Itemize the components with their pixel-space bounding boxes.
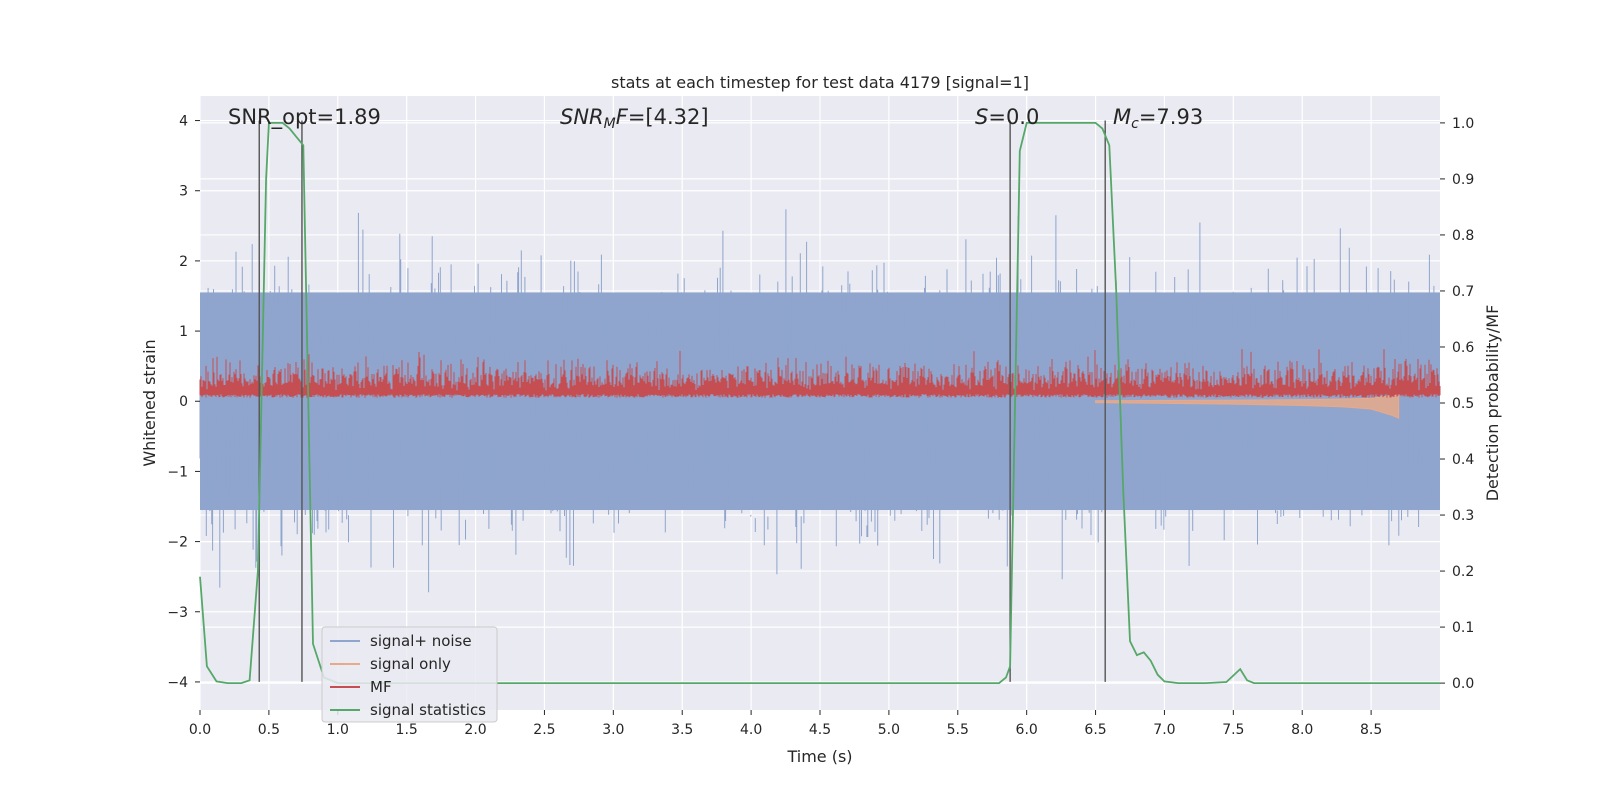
x-tick-label-12: 6.0	[1016, 722, 1038, 738]
y2-tick-label-8: 0.8	[1452, 228, 1474, 244]
y-tick-label-4: 0	[179, 394, 188, 410]
y-tick-label-6: 2	[179, 254, 188, 270]
legend-label-signal-statistics: signal statistics	[370, 701, 486, 719]
y-tick-label-7: 3	[179, 184, 188, 200]
x-axis-label: Time (s)	[786, 747, 852, 766]
vertical-markers	[258, 120, 1106, 682]
x-tick-label-2: 1.0	[327, 722, 349, 738]
signal-statistics-line	[199, 122, 1440, 684]
y-tick-label-5: 1	[179, 324, 188, 340]
y2-axis-label: Detection probability/MF	[1483, 305, 1502, 502]
x-tick-label-1: 0.5	[258, 722, 280, 738]
mf-series	[199, 349, 1441, 398]
y-axis-label: Whitened strain	[140, 339, 159, 466]
y-tick-label-1: −3	[167, 605, 188, 621]
y2-tick-label-2: 0.2	[1452, 564, 1474, 580]
x-tick-label-10: 5.0	[878, 722, 900, 738]
legend-label-signal-only: signal only	[370, 655, 451, 673]
x-tick-label-3: 1.5	[396, 722, 418, 738]
signal-statistics-series	[199, 122, 1440, 684]
y2-axis-ticks: 0.0 0.1 0.2 0.3 0.4 0.5 0.6 0.7 0.8 0.9 1.0	[1440, 116, 1474, 692]
y2-tick-label-10: 1.0	[1452, 116, 1474, 132]
x-axis-ticks: 0.0 0.5 1.0 1.5 2.0 2.5 3.0 3.5 4.0 4.5 5.0 5.5 6.0 6…	[189, 710, 1382, 738]
x-tick-label-7: 3.5	[671, 722, 693, 738]
x-tick-label-16: 8.0	[1291, 722, 1313, 738]
y2-tick-label-0: 0.0	[1452, 676, 1474, 692]
y2-tick-label-1: 0.1	[1452, 620, 1474, 636]
annotations: SNR_opt=1.89 SNRMF=[4.32] S=0.0 Mc=7.93	[228, 105, 1203, 132]
x-tick-label-5: 2.5	[533, 722, 555, 738]
x-tick-label-9: 4.5	[809, 722, 831, 738]
x-tick-label-13: 6.5	[1084, 722, 1106, 738]
y2-tick-label-5: 0.5	[1452, 396, 1474, 412]
annotation-mc: Mc=7.93	[1113, 105, 1203, 132]
legend: signal+ noise signal only MF signal stat…	[321, 626, 498, 723]
chart-title: stats at each timestep for test data 417…	[611, 73, 1029, 92]
y-tick-label-2: −2	[167, 535, 188, 551]
y-tick-label-3: −1	[167, 464, 188, 480]
x-tick-label-6: 3.0	[602, 722, 624, 738]
y-tick-label-8: 4	[179, 114, 188, 130]
y-tick-label-0: −4	[167, 675, 188, 691]
x-tick-label-4: 2.0	[464, 722, 486, 738]
annotation-snr-opt: SNR_opt=1.89	[228, 105, 381, 130]
legend-box	[321, 626, 498, 723]
x-tick-label-8: 4.0	[740, 722, 762, 738]
y2-tick-label-9: 0.9	[1452, 172, 1474, 188]
x-tick-label-11: 5.5	[947, 722, 969, 738]
legend-label-mf: MF	[370, 678, 392, 696]
x-tick-label-14: 7.0	[1153, 722, 1175, 738]
mf-line	[199, 349, 1441, 398]
y2-tick-label-4: 0.4	[1452, 452, 1474, 468]
y2-tick-label-7: 0.7	[1452, 284, 1474, 300]
annotation-snr-mf: SNRMF=[4.32]	[560, 105, 709, 132]
x-tick-label-0: 0.0	[189, 722, 211, 738]
x-tick-label-15: 7.5	[1222, 722, 1244, 738]
x-tick-label-17: 8.5	[1360, 722, 1382, 738]
y2-tick-label-3: 0.3	[1452, 508, 1474, 524]
y2-tick-label-6: 0.6	[1452, 340, 1474, 356]
legend-label-signal-noise: signal+ noise	[370, 632, 472, 650]
annotation-s: S=0.0	[975, 105, 1039, 129]
y-axis-ticks: −4 −3 −2 −1 0 1 2 3 4	[167, 114, 200, 691]
signal-only-series	[1095, 393, 1400, 419]
signal-only-line	[1095, 393, 1400, 419]
